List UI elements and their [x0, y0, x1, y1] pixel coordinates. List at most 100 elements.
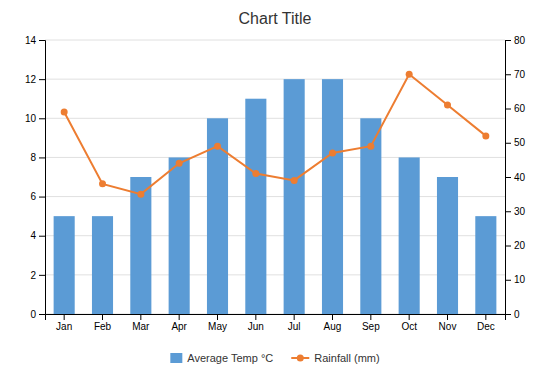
tick-mark: [505, 177, 511, 178]
tick-mark: [140, 314, 141, 320]
tick: May: [208, 314, 227, 332]
marker: [137, 191, 144, 198]
tick-mark: [255, 314, 256, 320]
grid-line: [45, 157, 505, 158]
marker: [214, 143, 221, 150]
legend-item: Rainfall (mm): [291, 352, 379, 364]
tick: 40: [505, 172, 526, 183]
tick-label: 14: [25, 35, 37, 46]
tick-label: Jan: [56, 321, 72, 332]
tick-label: 60: [514, 103, 526, 114]
axis-line: [46, 315, 506, 321]
axis-line: [39, 41, 46, 315]
tick: Jun: [248, 314, 264, 332]
bar: [322, 79, 343, 314]
legend: Average Temp °C Rainfall (mm): [170, 352, 379, 364]
tick: 8: [30, 152, 45, 163]
tick: 50: [505, 137, 526, 148]
tick-label: 40: [514, 172, 526, 183]
bar: [169, 157, 190, 314]
bar: [437, 177, 458, 314]
legend-label: Rainfall (mm): [314, 352, 379, 364]
tick-label: 80: [514, 35, 526, 46]
legend-label: Average Temp °C: [187, 352, 273, 364]
marker: [99, 180, 106, 187]
tick-label: 50: [514, 137, 526, 148]
tick: 80: [505, 35, 526, 46]
grid-line: [45, 235, 505, 236]
tick: Sep: [362, 314, 380, 332]
tick-mark: [179, 314, 180, 320]
tick-mark: [505, 314, 511, 315]
tick-label: Dec: [477, 321, 495, 332]
chart: Jan Feb Mar Apr May Jun Jul Aug Sep Oct Nov Dec 0 2 4 6…: [0, 0, 550, 372]
tick-label: Sep: [362, 321, 380, 332]
tick-mark: [505, 211, 511, 212]
tick-label: Mar: [132, 321, 150, 332]
y-axis: 02468101214: [25, 35, 46, 320]
bar: [207, 118, 228, 314]
tick-label: 20: [514, 240, 526, 251]
tick-mark: [447, 314, 448, 320]
tick-label: 70: [514, 69, 526, 80]
tick: Aug: [324, 314, 342, 332]
tick: 6: [30, 191, 45, 202]
bar: [92, 216, 113, 314]
bar-series: [54, 79, 497, 314]
line: [64, 74, 486, 194]
marker: [482, 132, 489, 139]
bar: [284, 79, 305, 314]
tick-mark: [102, 314, 103, 320]
tick-label: Jun: [248, 321, 264, 332]
tick-mark: [505, 74, 511, 75]
grid: [45, 40, 505, 314]
tick: Feb: [94, 314, 112, 332]
tick-mark: [64, 314, 65, 320]
bar: [399, 157, 420, 314]
tick: 20: [505, 240, 526, 251]
marker: [291, 177, 298, 184]
tick-label: May: [208, 321, 227, 332]
tick-mark: [505, 109, 511, 110]
tick-mark: [39, 314, 45, 315]
grid-line: [45, 274, 505, 275]
tick: 12: [25, 74, 45, 85]
tick-mark: [505, 40, 511, 41]
legend-marker: [297, 355, 304, 362]
tick: 0: [505, 309, 520, 320]
marker: [329, 150, 336, 157]
marker: [444, 102, 451, 109]
tick: 14: [25, 35, 45, 46]
tick: 2: [30, 270, 45, 281]
marker: [367, 143, 374, 150]
tick-mark: [39, 118, 45, 119]
legend-swatch: [170, 353, 182, 363]
bar: [130, 177, 151, 314]
marks: [54, 71, 497, 314]
tick-label: Aug: [324, 321, 342, 332]
tick-label: Apr: [171, 321, 187, 332]
tick-label: 30: [514, 206, 526, 217]
tick-mark: [39, 79, 45, 80]
tick: Jan: [56, 314, 72, 332]
tick-mark: [370, 314, 371, 320]
tick-label: Jul: [288, 321, 301, 332]
tick-label: Nov: [439, 321, 457, 332]
tick-label: 6: [30, 191, 36, 202]
legend-item: Average Temp °C: [170, 352, 273, 364]
tick-label: Oct: [401, 321, 417, 332]
title: Chart Title: [239, 10, 312, 27]
tick-label: 4: [30, 230, 36, 241]
tick-mark: [332, 314, 333, 320]
tick: Nov: [439, 314, 457, 332]
tick: Apr: [171, 314, 187, 332]
axis-line: [506, 41, 512, 315]
tick-label: 8: [30, 152, 36, 163]
tick-mark: [39, 275, 45, 276]
tick-mark: [485, 314, 486, 320]
bar: [475, 216, 496, 314]
tick-label: 10: [514, 274, 526, 285]
tick-mark: [505, 280, 511, 281]
tick-label: 12: [25, 74, 37, 85]
tick-mark: [39, 236, 45, 237]
